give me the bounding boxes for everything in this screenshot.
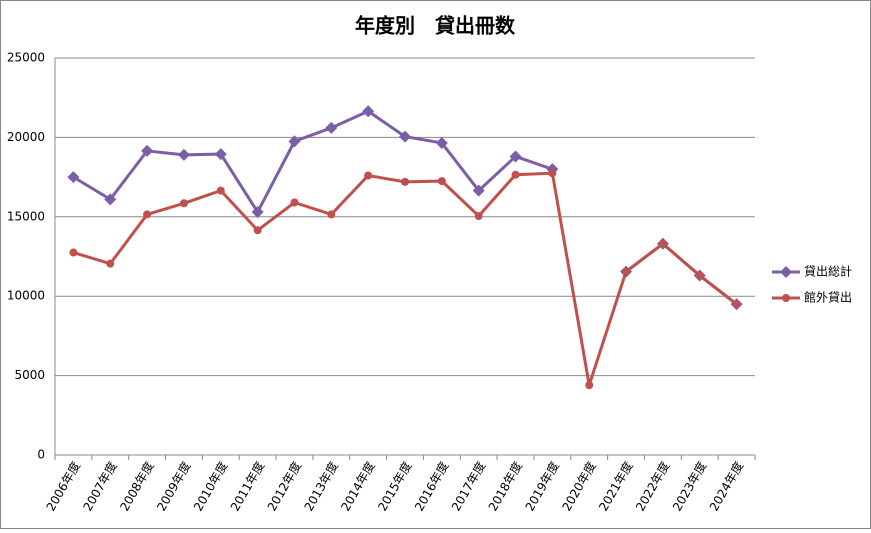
point [69,248,78,257]
point [780,266,792,278]
point [106,259,115,268]
point [362,105,375,118]
point [782,294,790,302]
point [622,267,631,276]
point [364,171,373,180]
point [472,184,485,197]
point [435,136,448,149]
point [179,199,188,208]
point [437,177,446,186]
point [399,130,411,143]
point [658,239,667,248]
legend-label: 館外貸出 [804,290,852,305]
point [214,148,227,161]
point [732,300,741,309]
y-tick-label: 5000 [14,368,45,382]
y-tick-label: 0 [37,448,45,462]
point [548,169,557,178]
point [143,210,152,219]
y-tick-label: 25000 [7,51,45,65]
point [509,150,522,163]
legend-label: 貸出総計 [804,264,852,279]
y-tick-label: 20000 [7,130,45,144]
y-tick-label: 10000 [7,289,45,303]
point [327,210,336,219]
point [216,186,225,195]
point [511,170,520,179]
point [474,212,483,221]
point [695,271,704,280]
point [67,171,80,184]
point [401,177,409,186]
point [177,148,190,161]
point [141,144,154,157]
point [104,193,117,206]
y-tick-label: 15000 [7,209,45,223]
point [325,121,338,134]
point [290,198,299,207]
point [251,206,264,219]
point [288,135,301,148]
point [585,381,594,390]
point [253,226,262,235]
chart-title: 年度別 貸出冊数 [355,14,516,38]
